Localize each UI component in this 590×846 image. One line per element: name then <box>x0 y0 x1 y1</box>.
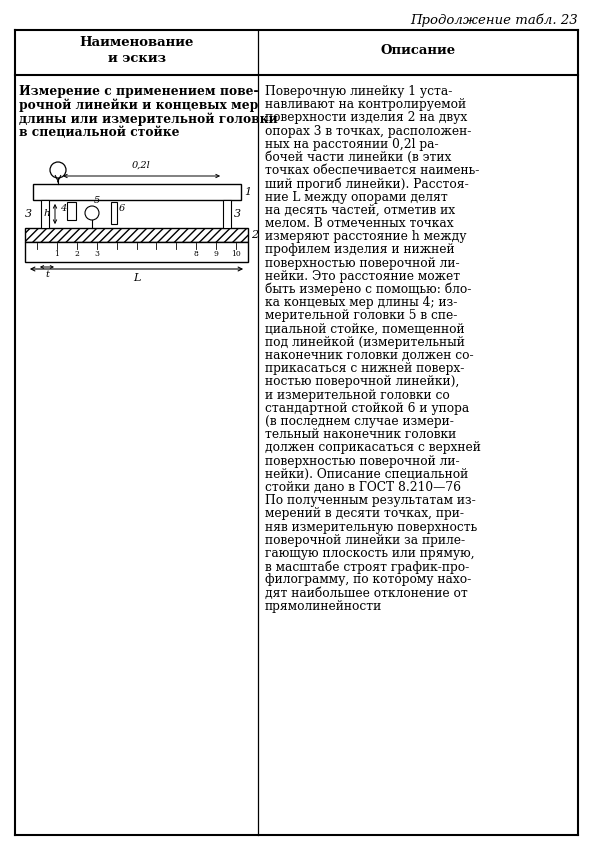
Text: стандартной стойкой 6 и упора: стандартной стойкой 6 и упора <box>265 402 469 415</box>
Text: нейки. Это расстояние может: нейки. Это расстояние может <box>265 270 460 283</box>
Text: 3: 3 <box>25 209 32 219</box>
Text: 4: 4 <box>60 204 66 213</box>
Text: 9: 9 <box>214 250 218 258</box>
Text: нейки). Описание специальной: нейки). Описание специальной <box>265 468 468 481</box>
Text: 2: 2 <box>251 230 258 240</box>
Text: 1: 1 <box>244 187 251 197</box>
Bar <box>67 202 76 220</box>
Text: 3: 3 <box>94 250 99 258</box>
Text: Наименование
и эскиз: Наименование и эскиз <box>79 36 194 65</box>
Text: 5: 5 <box>94 196 100 205</box>
Text: ных на расстоянии 0,2l ра-: ных на расстоянии 0,2l ра- <box>265 138 438 151</box>
Text: 8: 8 <box>194 250 199 258</box>
Text: на десять частей, отметив их: на десять частей, отметив их <box>265 204 455 217</box>
Text: мерений в десяти точках, при-: мерений в десяти точках, при- <box>265 508 464 520</box>
Bar <box>25 242 248 262</box>
Text: ший прогиб линейки). Расстоя-: ший прогиб линейки). Расстоя- <box>265 178 468 191</box>
Text: (в последнем случае измери-: (в последнем случае измери- <box>265 415 454 428</box>
Text: в специальной стойке: в специальной стойке <box>19 125 179 139</box>
Text: Поверочную линейку 1 уста-: Поверочную линейку 1 уста- <box>265 85 453 98</box>
Text: мелом. В отмеченных точках: мелом. В отмеченных точках <box>265 217 454 230</box>
Text: профилем изделия и нижней: профилем изделия и нижней <box>265 244 455 256</box>
Text: циальной стойке, помещенной: циальной стойке, помещенной <box>265 322 465 336</box>
Text: прикасаться с нижней поверх-: прикасаться с нижней поверх- <box>265 362 464 375</box>
Bar <box>111 202 117 224</box>
Text: точках обеспечивается наимень-: точках обеспечивается наимень- <box>265 164 479 177</box>
Bar <box>223 200 231 228</box>
Text: Продолжение табл. 23: Продолжение табл. 23 <box>411 14 578 27</box>
Text: филограмму, по которому нахо-: филограмму, по которому нахо- <box>265 574 471 586</box>
Text: гающую плоскость или прямую,: гающую плоскость или прямую, <box>265 547 474 560</box>
Text: стойки дано в ГОСТ 8.210—76: стойки дано в ГОСТ 8.210—76 <box>265 481 461 494</box>
Text: дят наибольшее отклонение от: дят наибольшее отклонение от <box>265 586 468 600</box>
Bar <box>33 184 241 200</box>
Text: 1: 1 <box>54 250 60 258</box>
Text: опорах 3 в точках, расположен-: опорах 3 в точках, расположен- <box>265 124 471 138</box>
Text: 10: 10 <box>231 250 241 258</box>
Text: рочной линейки и концевых мер: рочной линейки и концевых мер <box>19 98 258 112</box>
Text: 2: 2 <box>74 250 79 258</box>
Text: поверхностью поверочной ли-: поверхностью поверочной ли- <box>265 454 460 468</box>
Text: 0,2l: 0,2l <box>132 161 151 170</box>
Text: прямолинейности: прямолинейности <box>265 600 382 613</box>
Text: в масштабе строят график-про-: в масштабе строят график-про- <box>265 560 469 574</box>
Text: 3: 3 <box>234 209 241 219</box>
Text: поверочной линейки за приле-: поверочной линейки за приле- <box>265 534 465 547</box>
Text: измеряют расстояние h между: измеряют расстояние h между <box>265 230 467 243</box>
Text: бочей части линейки (в этих: бочей части линейки (в этих <box>265 151 451 164</box>
Text: наконечник головки должен со-: наконечник головки должен со- <box>265 349 474 362</box>
Text: поверхностью поверочной ли-: поверхностью поверочной ли- <box>265 256 460 270</box>
Text: длины или измерительной головки: длины или измерительной головки <box>19 112 278 125</box>
Bar <box>25 228 248 242</box>
Text: По полученным результатам из-: По полученным результатам из- <box>265 494 476 508</box>
Text: h: h <box>44 210 50 218</box>
Text: t: t <box>45 270 49 279</box>
Text: тельный наконечник головки: тельный наконечник головки <box>265 428 456 442</box>
Bar <box>41 200 49 228</box>
Text: Измерение с применением пове-: Измерение с применением пове- <box>19 85 258 98</box>
Text: и измерительной головки со: и измерительной головки со <box>265 388 450 402</box>
Text: ка концевых мер длины 4; из-: ка концевых мер длины 4; из- <box>265 296 457 309</box>
Text: должен соприкасаться с верхней: должен соприкасаться с верхней <box>265 442 481 454</box>
Text: Описание: Описание <box>381 44 455 57</box>
Text: поверхности изделия 2 на двух: поверхности изделия 2 на двух <box>265 112 467 124</box>
Text: быть измерено с помощью: бло-: быть измерено с помощью: бло- <box>265 283 471 296</box>
Text: няв измерительную поверхность: няв измерительную поверхность <box>265 520 477 534</box>
Text: под линейкой (измерительный: под линейкой (измерительный <box>265 336 465 349</box>
Text: ние L между опорами делят: ние L между опорами делят <box>265 190 448 204</box>
Text: ностью поверочной линейки),: ностью поверочной линейки), <box>265 376 460 388</box>
Text: L: L <box>133 273 140 283</box>
Text: 6: 6 <box>119 204 125 213</box>
Text: навливают на контролируемой: навливают на контролируемой <box>265 98 466 111</box>
Text: мерительной головки 5 в спе-: мерительной головки 5 в спе- <box>265 310 457 322</box>
